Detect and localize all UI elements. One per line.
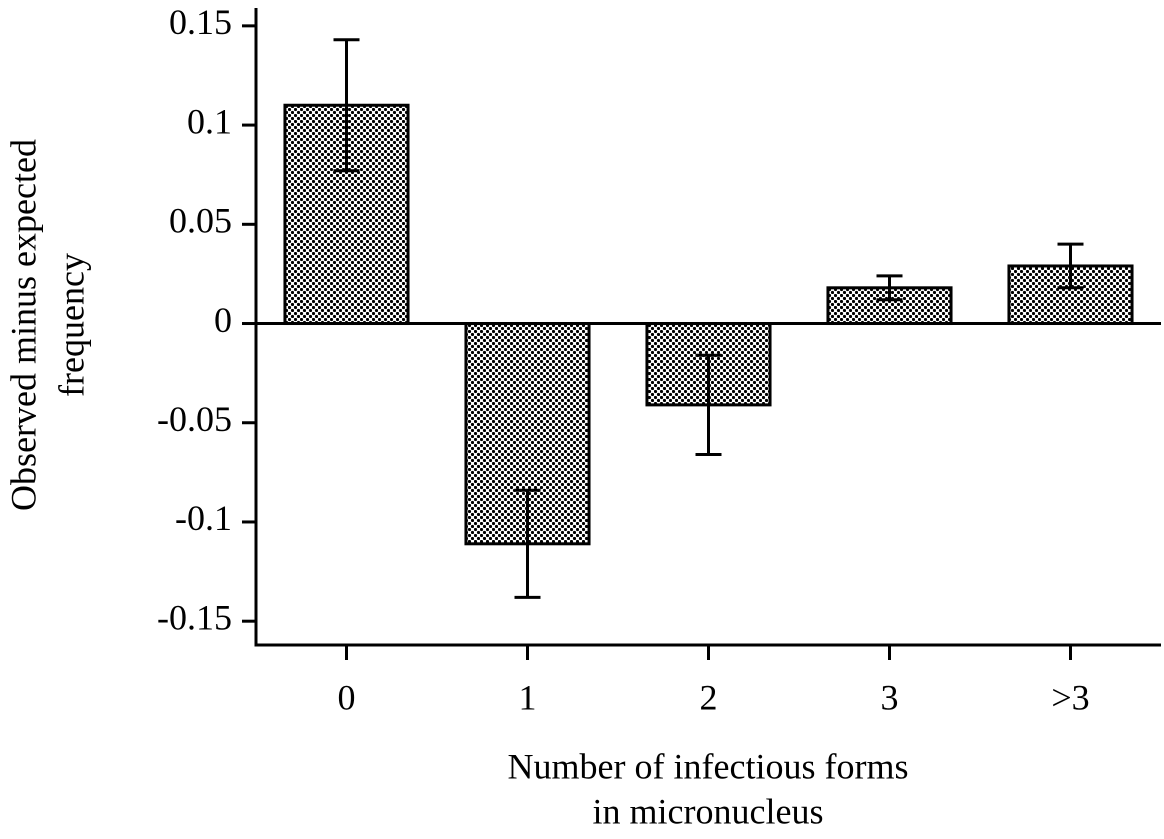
- y-tick-label: 0.15: [169, 2, 232, 42]
- x-axis-label: in micronucleus: [593, 791, 824, 831]
- error-bar: [695, 353, 722, 456]
- y-axis-label-line: frequency: [51, 253, 91, 397]
- x-axis-label: Number of infectious forms: [508, 746, 909, 786]
- y-tick-label: 0.1: [187, 101, 232, 141]
- y-tick-label: 0: [214, 300, 232, 340]
- x-tick-label: 0: [338, 677, 356, 717]
- x-tick-label: >3: [1051, 677, 1089, 717]
- error-bar: [333, 38, 360, 173]
- y-tick-label: -0.1: [175, 498, 232, 538]
- x-tick-label: 1: [519, 677, 537, 717]
- error-bar: [514, 488, 541, 599]
- y-tick-label: -0.05: [157, 399, 232, 439]
- axes: [254, 8, 1161, 647]
- y-tick-label: 0.05: [169, 201, 232, 241]
- y-tick-label: -0.15: [157, 597, 232, 637]
- x-tick-label: 2: [700, 677, 718, 717]
- y-axis-label: Observed minus expected frequency: [3, 139, 91, 511]
- error-bar: [1057, 242, 1084, 290]
- error-bar: [876, 274, 903, 302]
- x-tick-label: 3: [881, 677, 899, 717]
- y-axis-label-line: Observed minus expected: [3, 139, 43, 511]
